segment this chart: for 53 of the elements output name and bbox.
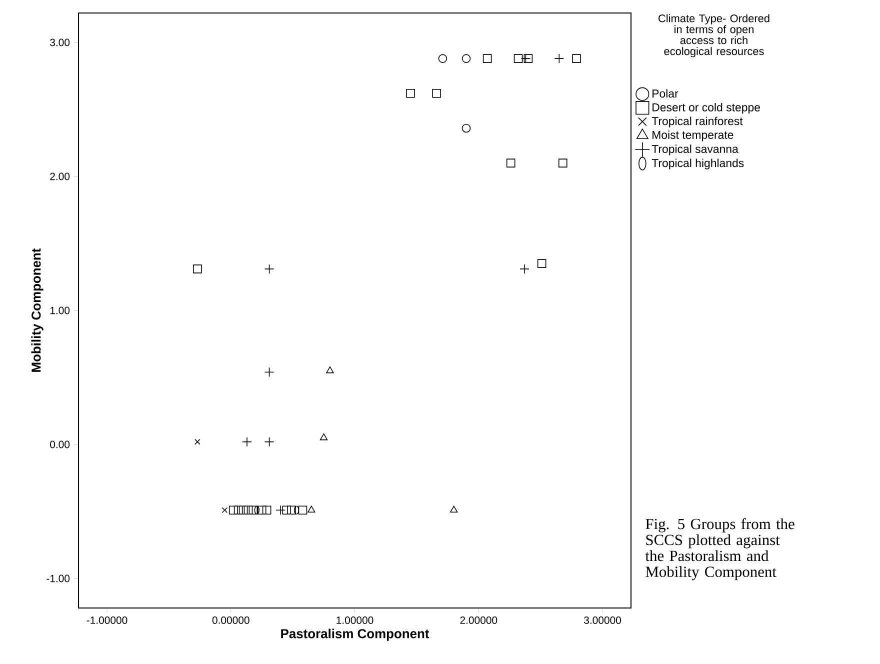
- legend-label: Tropical highlands: [652, 158, 744, 170]
- point: [462, 124, 471, 133]
- legend-label: Tropical savanna: [652, 144, 738, 156]
- point: [514, 54, 523, 63]
- y-tick-label: 3.00: [50, 38, 70, 46]
- caption: Fig. 5 Groups from the SCCS plotted against the Pastoralism and Mobility Component: [645, 518, 794, 580]
- point: [482, 54, 492, 63]
- point: [572, 54, 581, 63]
- point: [438, 54, 448, 63]
- point: [234, 506, 243, 515]
- point: [308, 506, 316, 513]
- point: [326, 366, 334, 374]
- point: [194, 438, 200, 445]
- point: [298, 506, 308, 515]
- legend-label: Tropical rainforest: [652, 116, 743, 128]
- point: [506, 158, 516, 168]
- point: [558, 158, 568, 168]
- point: [320, 433, 328, 440]
- x-tick-label: 1.00000: [336, 616, 374, 624]
- point: [238, 506, 248, 515]
- legend-label: Polar: [652, 89, 678, 98]
- point: [287, 506, 296, 515]
- point: [244, 506, 253, 515]
- point: [264, 436, 274, 447]
- legend-label: Moist temperate: [652, 130, 734, 142]
- point: [554, 54, 564, 64]
- point: [264, 264, 274, 274]
- x-tick-label: 3.00000: [584, 616, 622, 624]
- x-tick-label: 2.00000: [460, 616, 498, 624]
- point: [264, 367, 274, 378]
- point: [262, 506, 272, 515]
- x-axis-title: Pastoralism Component: [281, 628, 430, 641]
- y-tick-label: -1.00: [46, 574, 70, 582]
- point: [248, 506, 258, 515]
- y-axis-title: Mobility Component: [31, 248, 44, 372]
- legend-title: Climate Type- Ordered in terms of open access to rich ecological resources: [658, 14, 770, 58]
- x-tick-label: 0.00000: [212, 616, 250, 624]
- point: [193, 264, 202, 274]
- point: [257, 506, 266, 515]
- point: [242, 436, 252, 447]
- legend-label: Desert or cold steppe: [652, 102, 760, 114]
- y-tick-label: 2.00: [50, 172, 70, 180]
- y-tick-label: 0.00: [50, 440, 70, 448]
- y-tick-label: 1.00: [50, 306, 70, 314]
- point: [432, 88, 441, 98]
- point: [524, 54, 533, 63]
- point: [450, 506, 458, 513]
- point: [462, 54, 471, 63]
- x-tick-label: -1.00000: [86, 616, 128, 624]
- point: [537, 259, 546, 268]
- point: [520, 264, 530, 274]
- point: [520, 54, 531, 64]
- point: [406, 88, 415, 98]
